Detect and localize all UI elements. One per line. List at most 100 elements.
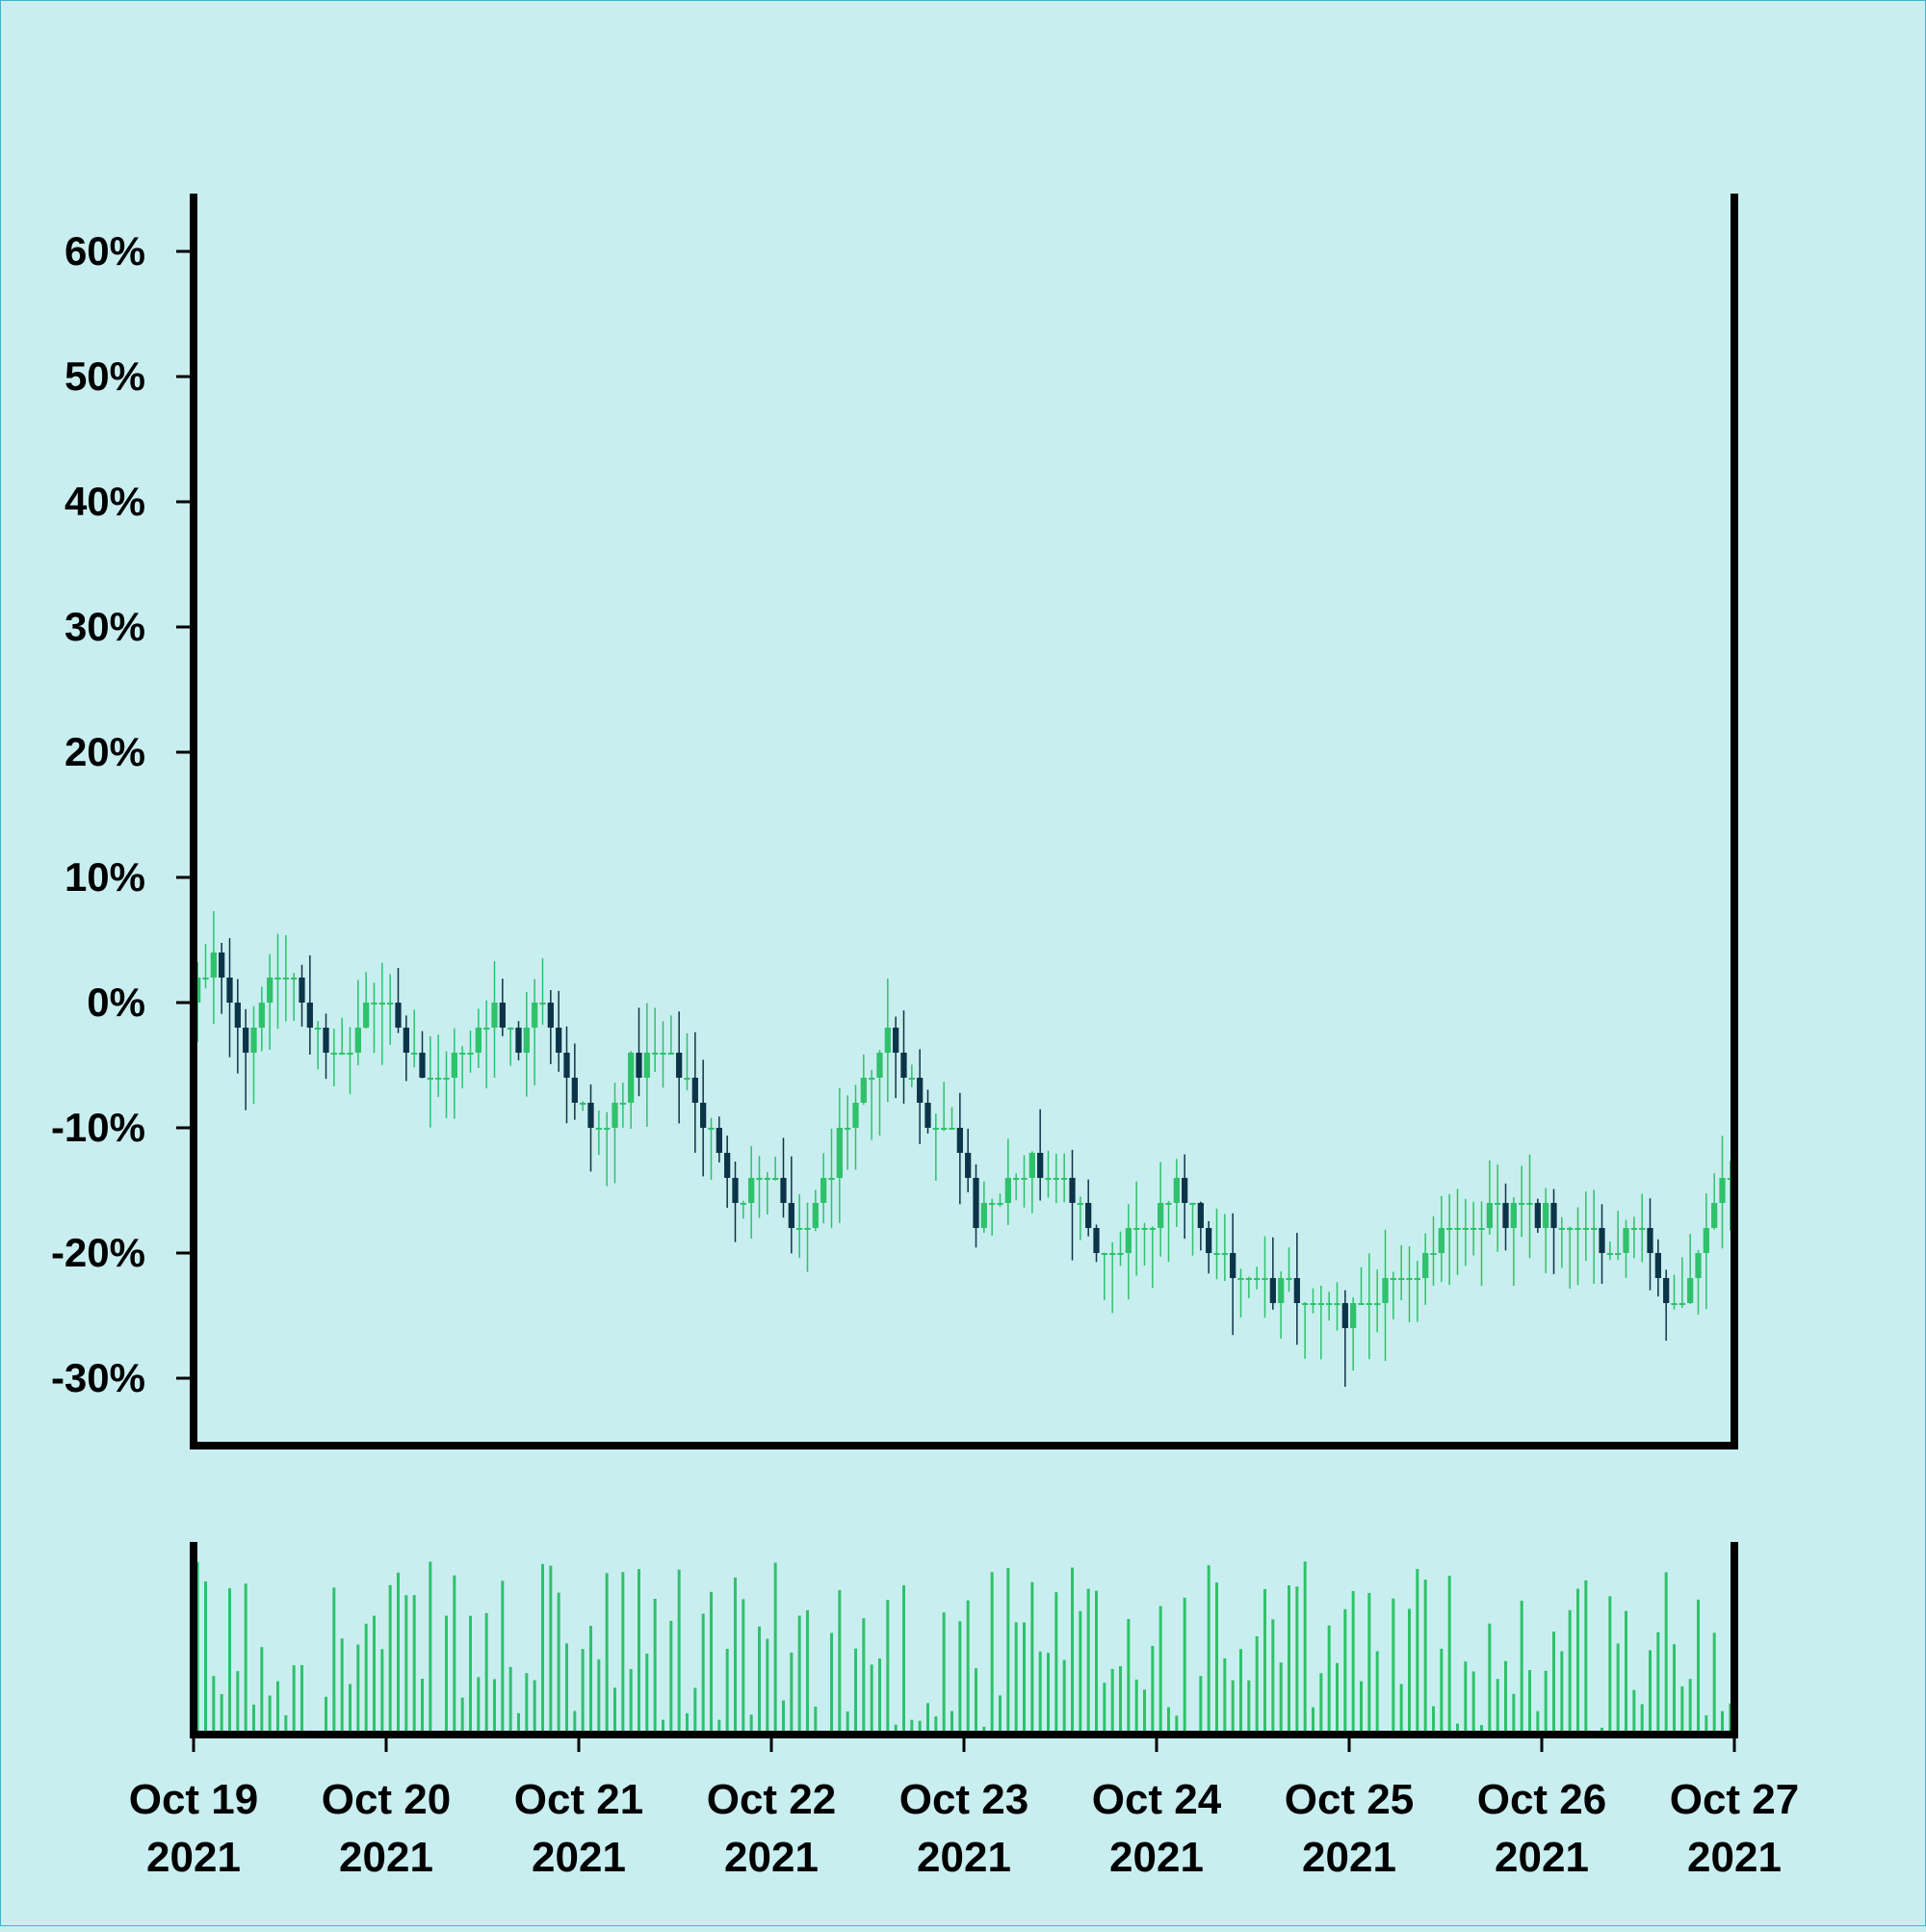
x-tick-label-date: Oct 25 bbox=[1285, 1776, 1415, 1823]
volume-bar bbox=[1263, 1588, 1266, 1735]
candle-body bbox=[451, 1053, 457, 1078]
volume-bar bbox=[517, 1712, 520, 1735]
candle-body bbox=[908, 1078, 915, 1080]
volume-bar bbox=[686, 1712, 689, 1735]
candle-body bbox=[1471, 1228, 1477, 1230]
volume-bar bbox=[1447, 1576, 1451, 1735]
candle-body bbox=[1430, 1253, 1437, 1255]
volume-bar bbox=[493, 1679, 496, 1735]
candle-body bbox=[219, 953, 225, 978]
volume-bar bbox=[1520, 1601, 1523, 1735]
candle-body bbox=[676, 1053, 683, 1078]
volume-bar bbox=[605, 1573, 609, 1735]
volume-bar bbox=[790, 1652, 794, 1735]
candle-body bbox=[508, 1028, 514, 1030]
volume-bar bbox=[212, 1676, 216, 1735]
candle-body bbox=[427, 1078, 433, 1080]
volume-bar bbox=[797, 1615, 801, 1735]
volume-bar bbox=[902, 1584, 905, 1735]
candle-body bbox=[917, 1078, 924, 1103]
volume-bar bbox=[404, 1595, 408, 1735]
candle-body bbox=[660, 1053, 666, 1055]
candle-body bbox=[989, 1203, 996, 1205]
candle-body bbox=[1269, 1278, 1276, 1303]
volume-bar bbox=[1343, 1608, 1347, 1735]
volume-bar bbox=[990, 1572, 994, 1735]
volume-bar bbox=[999, 1695, 1002, 1735]
volume-bar bbox=[1656, 1632, 1660, 1735]
candle-body bbox=[612, 1103, 618, 1128]
volume-bars-group bbox=[195, 1561, 1732, 1735]
candle-body bbox=[1703, 1228, 1709, 1253]
candle-body bbox=[1446, 1228, 1453, 1230]
x-tick-label-year: 2021 bbox=[532, 1834, 626, 1881]
candle-body bbox=[1165, 1203, 1172, 1205]
candle-body bbox=[716, 1128, 722, 1153]
candle-body bbox=[371, 1003, 377, 1005]
volume-bar bbox=[1584, 1580, 1588, 1735]
volume-bar bbox=[749, 1714, 753, 1735]
candle-body bbox=[1213, 1253, 1220, 1255]
candle-body bbox=[1519, 1203, 1525, 1205]
candle-body bbox=[973, 1178, 979, 1228]
candle-body bbox=[1302, 1303, 1309, 1305]
candle-body bbox=[1558, 1228, 1565, 1230]
volume-bar bbox=[332, 1587, 336, 1735]
candle-body bbox=[732, 1178, 739, 1203]
volume-bar bbox=[1640, 1704, 1644, 1735]
volume-bar bbox=[734, 1577, 737, 1735]
candle-body bbox=[1599, 1228, 1605, 1253]
candle-body bbox=[1462, 1228, 1469, 1230]
volume-bar bbox=[1119, 1666, 1122, 1735]
y-tick-label: 30% bbox=[65, 604, 145, 649]
candle-body bbox=[1606, 1253, 1613, 1255]
candle-body bbox=[1149, 1228, 1156, 1230]
volume-bar bbox=[340, 1638, 344, 1735]
candle-body bbox=[1543, 1203, 1549, 1228]
volume-bar bbox=[1712, 1632, 1716, 1735]
volume-bar bbox=[758, 1626, 761, 1735]
volume-bar bbox=[557, 1592, 560, 1735]
candle-body bbox=[1093, 1228, 1100, 1253]
x-tick-label-date: Oct 20 bbox=[322, 1776, 452, 1823]
y-axis: -30% -20% -10% 0% 10% 20% 30% 40% 50% 60% bbox=[51, 228, 194, 1400]
candle-body bbox=[1438, 1228, 1444, 1253]
candle-body bbox=[1021, 1178, 1028, 1180]
candle-body bbox=[556, 1028, 562, 1053]
volume-bar bbox=[1207, 1565, 1210, 1735]
price-panel: -30% -20% -10% 0% 10% 20% 30% 40% 50% 60% bbox=[51, 194, 1738, 1449]
candle-body bbox=[1582, 1228, 1589, 1230]
volume-bar bbox=[1312, 1707, 1314, 1735]
volume-bar bbox=[284, 1715, 288, 1735]
candle-body bbox=[780, 1178, 787, 1203]
candle-body bbox=[267, 978, 273, 1003]
volume-bar bbox=[1231, 1680, 1235, 1735]
x-tick-label-year: 2021 bbox=[146, 1834, 241, 1881]
candle-body bbox=[1550, 1203, 1557, 1228]
volume-bar bbox=[878, 1658, 881, 1735]
volume-bar bbox=[846, 1710, 849, 1735]
candle-body bbox=[1109, 1253, 1116, 1255]
volume-bar bbox=[1512, 1693, 1516, 1735]
candle-body bbox=[852, 1103, 859, 1128]
volume-bar bbox=[1664, 1572, 1668, 1735]
volume-bar bbox=[894, 1724, 898, 1735]
y-tick-label: -20% bbox=[51, 1230, 145, 1275]
volume-bar bbox=[870, 1664, 873, 1735]
candle-body bbox=[1422, 1253, 1429, 1278]
x-tick-label-date: Oct 27 bbox=[1670, 1776, 1800, 1823]
candle-body bbox=[339, 1053, 346, 1055]
candle-body bbox=[1406, 1278, 1413, 1280]
x-tick-label-year: 2021 bbox=[724, 1834, 819, 1881]
volume-bar bbox=[710, 1591, 713, 1735]
candle-body bbox=[1727, 1178, 1733, 1180]
candle-body bbox=[1679, 1303, 1685, 1305]
volume-bar bbox=[1375, 1651, 1379, 1735]
candle-body bbox=[1390, 1278, 1396, 1280]
candle-body bbox=[643, 1053, 650, 1078]
x-tick-label-year: 2021 bbox=[917, 1834, 1011, 1881]
volume-bar bbox=[677, 1569, 681, 1735]
candle-body bbox=[684, 1078, 690, 1080]
volume-bar bbox=[1632, 1689, 1636, 1735]
candle-body bbox=[1615, 1253, 1622, 1255]
